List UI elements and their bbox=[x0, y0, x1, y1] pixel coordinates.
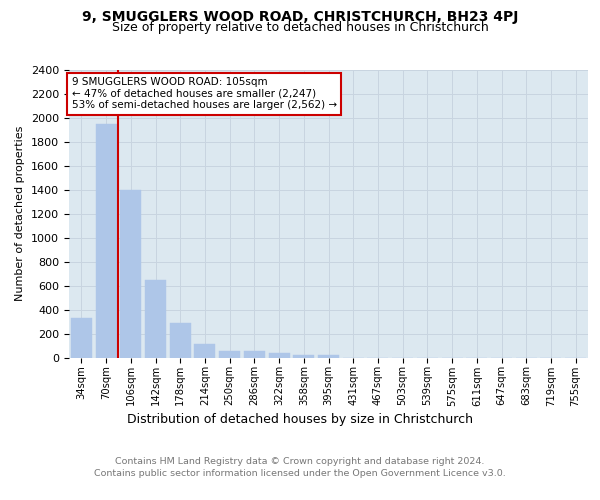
Text: Contains public sector information licensed under the Open Government Licence v3: Contains public sector information licen… bbox=[94, 468, 506, 477]
Bar bbox=[71, 318, 92, 358]
Bar bbox=[318, 356, 339, 358]
Bar bbox=[269, 353, 290, 358]
Text: Contains HM Land Registry data © Crown copyright and database right 2024.: Contains HM Land Registry data © Crown c… bbox=[115, 458, 485, 466]
Bar bbox=[170, 324, 191, 358]
Text: 9, SMUGGLERS WOOD ROAD, CHRISTCHURCH, BH23 4PJ: 9, SMUGGLERS WOOD ROAD, CHRISTCHURCH, BH… bbox=[82, 10, 518, 24]
Y-axis label: Number of detached properties: Number of detached properties bbox=[16, 126, 25, 302]
Bar bbox=[194, 344, 215, 358]
Bar bbox=[219, 351, 240, 358]
Bar bbox=[95, 124, 116, 358]
Text: 9 SMUGGLERS WOOD ROAD: 105sqm
← 47% of detached houses are smaller (2,247)
53% o: 9 SMUGGLERS WOOD ROAD: 105sqm ← 47% of d… bbox=[71, 77, 337, 110]
Bar bbox=[244, 351, 265, 358]
Bar bbox=[145, 280, 166, 357]
Text: Distribution of detached houses by size in Christchurch: Distribution of detached houses by size … bbox=[127, 412, 473, 426]
Bar bbox=[120, 190, 141, 358]
Bar bbox=[293, 355, 314, 358]
Text: Size of property relative to detached houses in Christchurch: Size of property relative to detached ho… bbox=[112, 21, 488, 34]
